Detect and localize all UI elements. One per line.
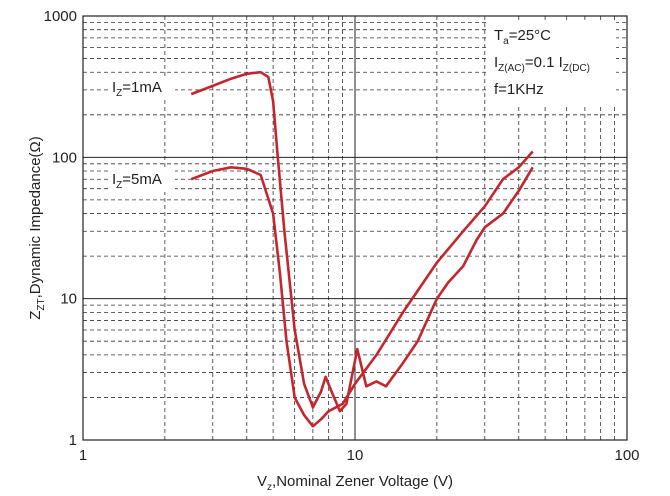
series-label-part: Z [116, 180, 122, 191]
series-label-part: I [112, 171, 116, 188]
x-axis-label-part: ,Nominal Zener Voltage (V) [272, 473, 453, 490]
series-label: IZ=5mA [112, 171, 162, 191]
series-label-part: Z [116, 88, 122, 99]
y-tick-label: 1 [69, 432, 77, 449]
series-label-part: I [112, 79, 116, 96]
series-label-part: =1mA [122, 79, 162, 96]
series-line [190, 150, 534, 428]
condition-text-part: I [494, 54, 498, 71]
condition-text-part: Z(AC) [498, 63, 525, 74]
condition-text: f=1KHz [494, 81, 544, 98]
y-axis-label: ZZT,Dynamic Impedance(Ω) [27, 136, 47, 320]
condition-text-part: =25°C [509, 27, 551, 44]
y-tick-label: 10 [60, 291, 77, 308]
y-axis-label-part: ZT [36, 298, 47, 310]
y-tick-label: 100 [52, 149, 77, 166]
x-axis-label-part: V [257, 473, 267, 490]
y-tick-label: 1000 [44, 8, 77, 25]
x-tick-label: 10 [347, 447, 364, 464]
series-label-bg [109, 168, 175, 192]
condition-text-part: T [494, 27, 503, 44]
condition-box [486, 20, 616, 106]
x-tick-label: 100 [614, 447, 639, 464]
series-line [190, 70, 534, 413]
plot-frame [82, 15, 628, 441]
condition-text: IZ(AC)=0.1 IZ(DC) [494, 54, 590, 74]
condition-text: Ta=25°C [494, 27, 551, 47]
series-label-bg [109, 76, 175, 100]
condition-text-part: a [503, 36, 509, 47]
y-axis-label-part: ,Dynamic Impedance(Ω) [27, 136, 44, 298]
series-label: IZ=1mA [112, 79, 162, 99]
condition-text-part: =0.1 I [525, 54, 563, 71]
condition-text-part: f=1KHz [494, 81, 544, 98]
series-label-part: =5mA [122, 171, 162, 188]
x-tick-label: 1 [79, 447, 87, 464]
x-axis-label: Vz,Nominal Zener Voltage (V) [257, 473, 453, 493]
condition-text-part: Z(DC) [563, 63, 590, 74]
x-axis-label-part: z [267, 482, 272, 493]
y-axis-label-part: Z [27, 311, 44, 320]
